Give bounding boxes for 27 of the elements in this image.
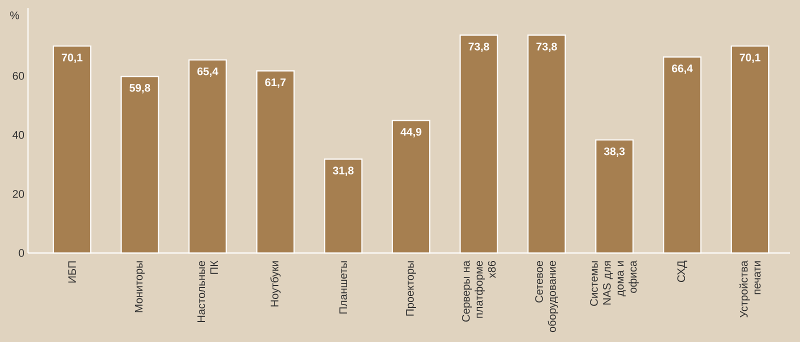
data-label: 59,8 <box>130 84 150 94</box>
x-tick-label: Планшеты <box>339 261 348 314</box>
data-label: 65,4 <box>197 67 218 77</box>
data-label: 44,9 <box>400 128 422 138</box>
data-label: 61,7 <box>265 78 286 88</box>
y-tick-label: 0 <box>18 249 24 257</box>
x-tick-label: Проекторы <box>406 261 416 316</box>
data-label: 70,1 <box>62 54 82 63</box>
data-label: 73,8 <box>536 42 557 52</box>
data-label: 38,3 <box>604 147 625 157</box>
data-label: 66,4 <box>672 64 693 74</box>
data-label: 31,8 <box>332 166 354 176</box>
x-tick-label: Системы NAS для дома и офиса <box>590 260 639 306</box>
x-tick-label: Ноутбуки <box>270 261 281 306</box>
x-tick-label: ИБП <box>68 261 76 283</box>
x-tick-label: Мониторы <box>134 261 145 312</box>
y-tick-label: 20 <box>12 190 24 198</box>
x-tick-label: Настольные ПК <box>197 260 218 322</box>
x-tick-label: Серверы на платформе x86 <box>462 260 496 322</box>
y-axis-title: % <box>10 12 20 20</box>
x-tick-label: СХД <box>677 260 688 282</box>
x-tick-label: Устройства печати <box>739 260 761 318</box>
data-label: 70,1 <box>740 54 760 63</box>
x-tick-label: Сетевое оборудование <box>535 260 558 332</box>
data-label: 73,8 <box>468 42 490 52</box>
y-tick-label: 40 <box>12 131 24 139</box>
y-tick-label: 60 <box>12 72 24 80</box>
